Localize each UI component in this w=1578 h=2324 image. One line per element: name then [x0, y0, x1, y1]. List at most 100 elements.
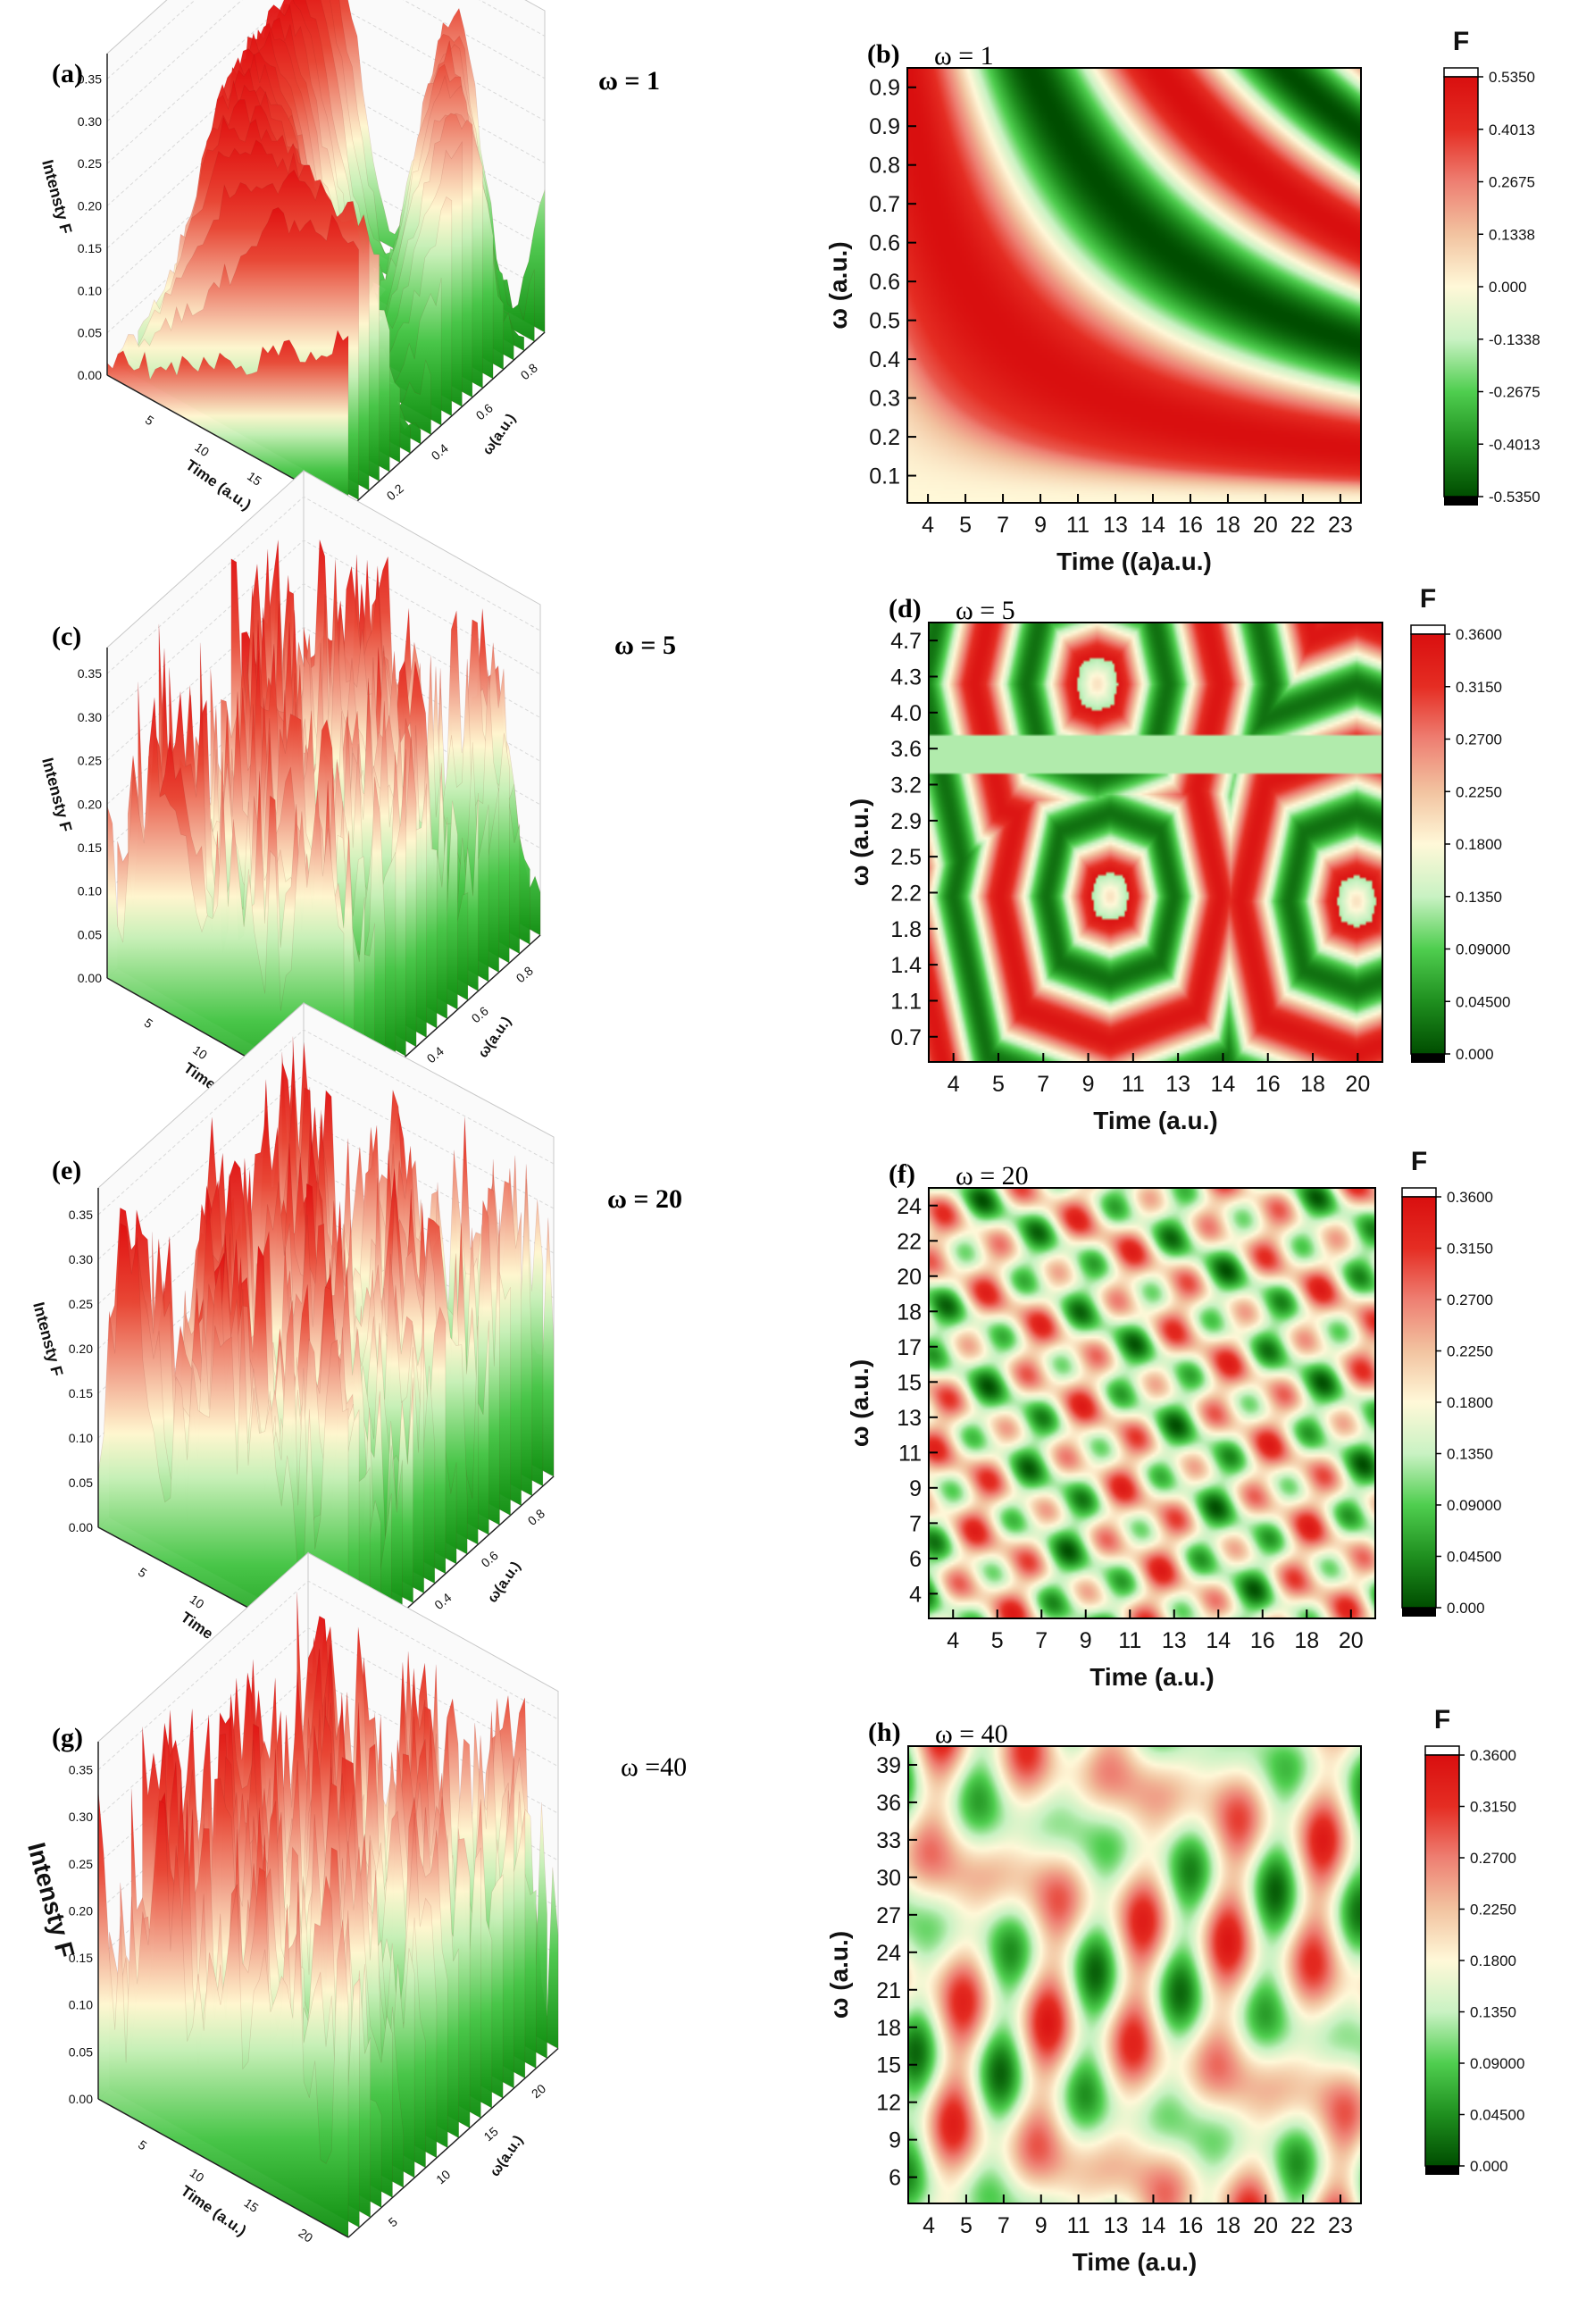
colorbar-tick-label: 0.1338	[1489, 226, 1535, 243]
y-tick-label: 15	[876, 2053, 901, 2078]
x-tick-label: 16	[1256, 1072, 1281, 1097]
x-tick-label: 20	[1339, 1628, 1364, 1653]
panel-d: 4 5 7 9 11 13 14 16 18 20 0.7 1.1 1.4 1.8 2.2 2.5 2.9 3.2…	[846, 584, 1510, 1134]
x-tick-label: 14	[1206, 1628, 1231, 1653]
time-tick-label: 5	[136, 2137, 150, 2153]
x-tick-label: 9	[1034, 513, 1047, 538]
x-tick-label: 22	[1290, 513, 1315, 538]
panel-c: 0.000.050.100.150.200.250.300.3551015200…	[38, 469, 676, 1120]
x-tick-label: 7	[1037, 1072, 1049, 1097]
y-tick-label: 21	[876, 1978, 901, 2003]
x-tick-label: 18	[1300, 1072, 1325, 1097]
omega-tick-label: 0.4	[424, 1043, 447, 1066]
z-tick-label: 0.30	[69, 1810, 93, 1824]
colorbar-title: F	[1453, 27, 1469, 56]
y-tick-label: 1.4	[890, 953, 922, 978]
colorbar-tick-label: 0.09000	[1456, 941, 1510, 958]
colorbar-cap-top	[1443, 67, 1479, 78]
x-tick-label: 18	[1215, 513, 1240, 538]
colorbar-cap-top	[1401, 1187, 1437, 1198]
z-tick-label: 0.35	[78, 666, 102, 681]
z-tick-label: 0.20	[78, 199, 102, 213]
x-tick-label: 5	[992, 1072, 1005, 1097]
y-tick-label: 15	[897, 1370, 922, 1395]
x-tick-label: 7	[1035, 1628, 1048, 1653]
y-tick-label: 2.9	[890, 809, 922, 834]
y-tick-label: 0.5	[869, 309, 900, 334]
colorbar	[1443, 76, 1479, 497]
plot-frame	[928, 1187, 1376, 1619]
omega-tick-label: 0.6	[473, 400, 496, 422]
x-tick-label: 11	[1066, 513, 1090, 538]
time-tick-label: 15	[245, 469, 264, 489]
y-tick-label: 17	[897, 1335, 922, 1360]
omega-label: ω = 20	[607, 1184, 682, 1214]
x-tick-label: 23	[1328, 513, 1353, 538]
y-tick-label: 0.6	[869, 270, 900, 295]
plot-frame	[928, 622, 1383, 1063]
colorbar-tick-label: -0.2675	[1489, 384, 1540, 401]
panel-h: 4 5 7 9 11 13 14 16 18 20 22 2369121518212427303336…	[825, 1705, 1524, 2276]
y-tick-label: 11	[898, 1441, 922, 1466]
y-tick-label: 0.8	[869, 154, 900, 179]
x-tick-label: 14	[1140, 513, 1165, 538]
colorbar-tick-label: 0.1350	[1447, 1446, 1493, 1463]
colorbar-tick-label: 0.2700	[1470, 1850, 1516, 1867]
colorbar-tick-label: 0.04500	[1456, 993, 1510, 1010]
omega-label: ω = 20	[956, 1161, 1029, 1191]
omega-tick-label: 5	[386, 2214, 400, 2229]
y-tick-label: 0.9	[869, 114, 900, 139]
z-tick-label: 0.15	[78, 840, 102, 855]
plot-frame	[907, 1745, 1362, 2204]
z-grid-line	[97, 1580, 559, 1770]
y-tick-label: 0.7	[869, 192, 900, 217]
x-tick-label: 13	[1103, 513, 1128, 538]
omega-tick-label: 0.2	[384, 481, 406, 503]
x-tick-label: 16	[1250, 1628, 1275, 1653]
colorbar-tick-label: 0.000	[1447, 1600, 1485, 1617]
z-tick-label: 0.00	[78, 368, 102, 382]
colorbar-tick-label: 0.5350	[1489, 69, 1535, 86]
z-grid-line	[106, 539, 541, 718]
colorbar-title: F	[1434, 1705, 1450, 1735]
x-tick-label: 9	[1035, 2213, 1048, 2238]
y-tick-label: 0.2	[869, 425, 900, 450]
z-tick-label: 0.35	[78, 71, 102, 86]
y-tick-label: 4.3	[890, 665, 922, 690]
panel-label: (d)	[889, 594, 922, 623]
colorbar-tick-label: 0.09000	[1470, 2055, 1524, 2072]
panel-label: (b)	[867, 39, 900, 69]
z-tick-label: 0.25	[78, 156, 102, 171]
x-tick-label: 5	[959, 513, 972, 538]
heatmap-image	[908, 1746, 1361, 2203]
y-tick-label: 0.7	[890, 1025, 922, 1050]
y-tick-label: 22	[897, 1229, 922, 1254]
y-tick-label: 24	[876, 1941, 901, 1966]
x-tick-label: 9	[1080, 1628, 1092, 1653]
colorbar-cap-bottom	[1425, 2166, 1459, 2175]
colorbar-tick-label: 0.3600	[1470, 1747, 1516, 1764]
colorbar-tick-label: 0.1800	[1456, 836, 1502, 853]
y-tick-label: 0.4	[869, 347, 900, 372]
colorbar-tick-label: 0.3150	[1447, 1241, 1493, 1258]
x-tick-label: 4	[948, 1072, 960, 1097]
x-tick-label: 13	[1165, 1072, 1190, 1097]
omega-tick-label: 15	[481, 2124, 501, 2144]
colorbar-tick-label: 0.1350	[1470, 2004, 1516, 2021]
y-tick-label: 0.9	[869, 76, 900, 101]
omega-tick-label: 20	[529, 2081, 548, 2101]
x-tick-label: 11	[1122, 1072, 1145, 1097]
z-tick-label: 0.10	[78, 283, 102, 297]
colorbar-tick-label: 0.3600	[1456, 626, 1502, 643]
omega-tick-label: 0.4	[429, 440, 451, 463]
z-tick-label: 0.00	[69, 2092, 93, 2106]
colorbar-tick-label: -0.5350	[1489, 489, 1540, 506]
colorbar	[1424, 1754, 1460, 2167]
y-tick-label: 2.2	[890, 881, 922, 906]
colorbar-tick-label: 0.000	[1470, 2158, 1508, 2175]
x-tick-label: 16	[1178, 513, 1203, 538]
z-tick-label: 0.00	[78, 971, 102, 985]
plot-frame	[906, 67, 1362, 504]
x-tick-label: 16	[1178, 2213, 1203, 2238]
